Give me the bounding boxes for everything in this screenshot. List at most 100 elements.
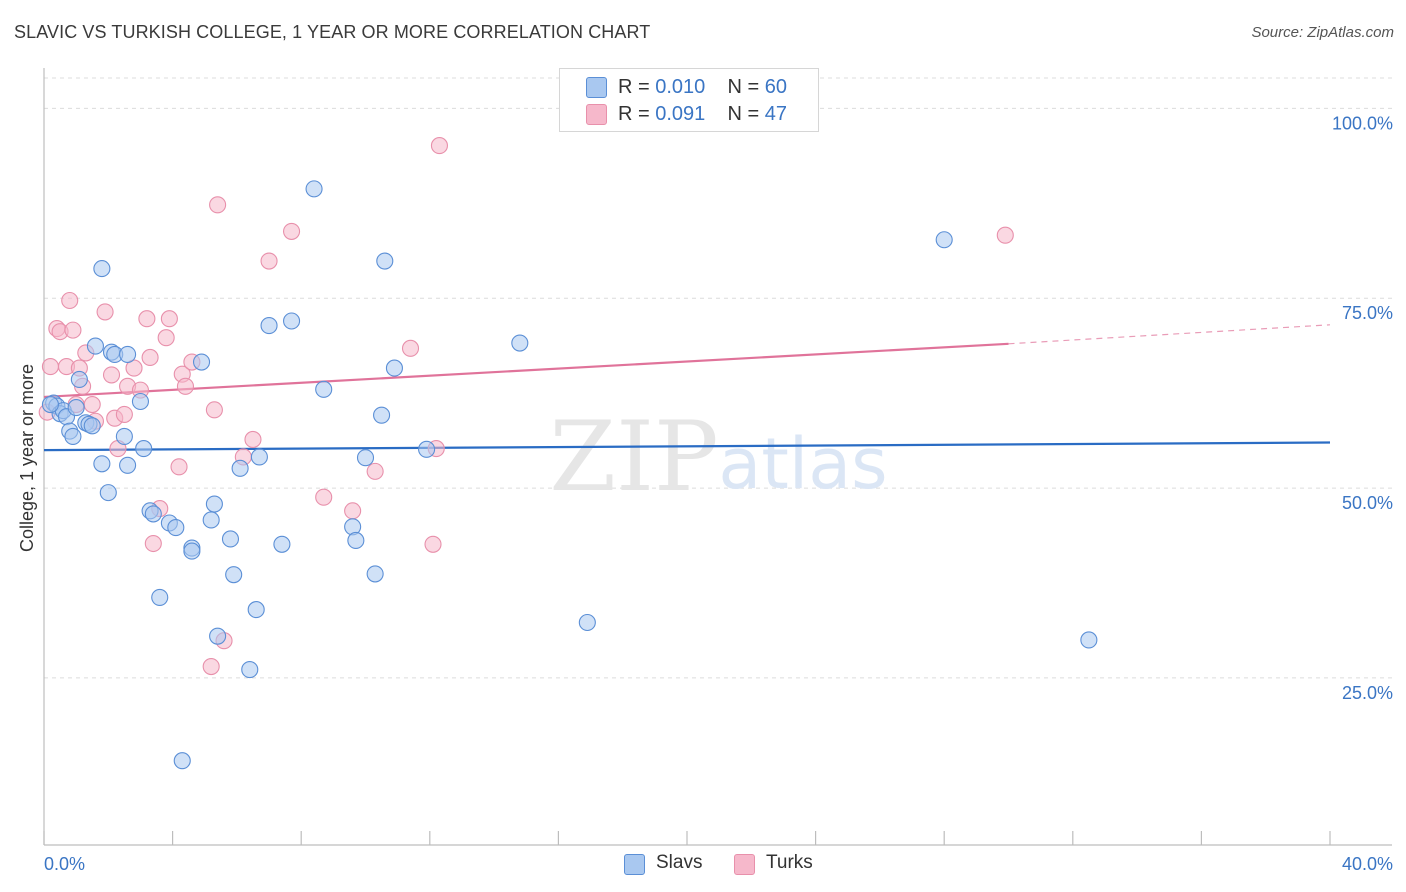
turks-point <box>83 395 101 414</box>
chart-title: SLAVIC VS TURKISH COLLEGE, 1 YEAR OR MOR… <box>14 22 651 42</box>
turks-trend-line <box>43 342 1009 399</box>
correlation-legend: R = 0.010 N = 60 R = 0.091 N = 47 <box>559 68 819 132</box>
slavs-point <box>231 459 249 477</box>
turks-trend-extension <box>1008 324 1331 345</box>
slavs-point <box>347 531 365 550</box>
watermark: ZIP atlas <box>549 401 887 513</box>
slavs-point <box>192 353 211 371</box>
turks-point <box>138 310 156 328</box>
legend-swatch-slavs <box>586 77 607 98</box>
slavs-point <box>385 359 403 377</box>
turks-point <box>996 226 1014 244</box>
legend-r-label: R = <box>618 75 650 98</box>
slavs-point <box>173 752 191 770</box>
legend-n-label: N = <box>727 75 760 98</box>
turks-point <box>283 222 301 240</box>
legend-n-label: N = <box>727 102 760 125</box>
turks-point <box>209 196 227 214</box>
slavs-point <box>151 588 169 606</box>
slavs-point <box>247 601 265 619</box>
turks-point <box>244 430 262 449</box>
gridlines <box>44 77 1392 679</box>
slavs-point <box>202 511 220 529</box>
slavs-point <box>273 535 291 553</box>
slavs-point <box>119 345 137 363</box>
turks-point <box>366 462 384 480</box>
slavs-point <box>225 566 243 584</box>
slavs-point <box>250 448 268 466</box>
x-tick-label-min: 0.0% <box>44 854 85 874</box>
slavs-point <box>41 395 59 414</box>
slavs-point <box>83 417 101 435</box>
slavs-point <box>305 180 323 198</box>
slavs-point <box>93 455 111 473</box>
turks-point <box>41 358 59 376</box>
turks-point <box>157 329 175 347</box>
slavs-point <box>167 519 185 537</box>
slavs-point <box>356 449 375 467</box>
watermark-zip: ZIP <box>549 401 718 513</box>
slavs-point <box>221 530 240 548</box>
turks-point <box>424 535 442 553</box>
turks-point <box>160 310 178 328</box>
turks-point <box>144 534 162 553</box>
slavs-point <box>131 392 149 411</box>
turks-point <box>96 303 114 321</box>
x-tick-label-max: 40.0% <box>1342 854 1393 874</box>
y-axis-label: College, 1 year or more <box>17 364 37 552</box>
slavs-point <box>315 380 333 398</box>
legend-text-slavs: R = 0.010 N = 60 <box>618 76 787 99</box>
turks-point <box>205 401 223 419</box>
slavs-point <box>283 312 301 330</box>
bottom-legend-swatch-turks <box>734 854 755 875</box>
slavs-point <box>511 334 529 352</box>
turks-point <box>61 291 79 310</box>
slavs-point <box>418 440 436 458</box>
slavs-point <box>935 231 953 249</box>
slavs-point <box>578 613 596 632</box>
slavs-point <box>64 427 82 445</box>
slavs-point <box>119 456 137 474</box>
watermark-atlas: atlas <box>718 423 887 505</box>
slavs-point <box>144 505 162 523</box>
slavs-point <box>205 495 223 513</box>
bottom-legend-label-slavs: Slavs <box>656 852 703 873</box>
slavs-point <box>366 565 384 583</box>
legend-n-value-slavs: 60 <box>764 75 788 98</box>
turks-point <box>260 252 278 270</box>
turks-point <box>401 339 420 357</box>
turks-point <box>64 321 82 339</box>
source-label: Source: ZipAtlas.com <box>1251 24 1394 41</box>
y-tick-label: 100.0% <box>1332 113 1393 133</box>
turks-point <box>102 366 121 384</box>
slavs-point <box>260 317 278 335</box>
legend-r-value-turks: 0.091 <box>655 102 706 125</box>
bottom-legend-label-turks: Turks <box>766 852 813 873</box>
slavs-point <box>183 542 201 560</box>
slavs-point <box>241 661 259 679</box>
slavs-point <box>67 399 85 417</box>
legend-r-label: R = <box>618 102 650 125</box>
y-tick-label: 25.0% <box>1342 683 1393 703</box>
turks-point <box>125 359 143 377</box>
legend-swatch-turks <box>586 104 607 125</box>
slavs-point <box>70 370 88 389</box>
turks-point <box>141 348 159 367</box>
turks-point <box>115 405 133 423</box>
y-tick-label: 75.0% <box>1342 303 1393 323</box>
turks-point <box>344 502 362 520</box>
legend-n-value-turks: 47 <box>764 102 788 125</box>
bottom-legend-swatch-slavs <box>624 854 645 875</box>
turks-point <box>315 488 333 506</box>
slavs-point <box>1080 631 1098 649</box>
slavs-point <box>376 252 394 270</box>
turks-point <box>170 458 188 476</box>
legend-text-turks: R = 0.091 N = 47 <box>618 103 787 126</box>
slavs-point <box>99 484 117 502</box>
slavs-point <box>209 627 227 645</box>
y-tick-label: 50.0% <box>1342 493 1393 513</box>
turks-points <box>38 137 1014 676</box>
legend-r-value-slavs: 0.010 <box>655 75 706 98</box>
turks-point <box>202 657 220 676</box>
